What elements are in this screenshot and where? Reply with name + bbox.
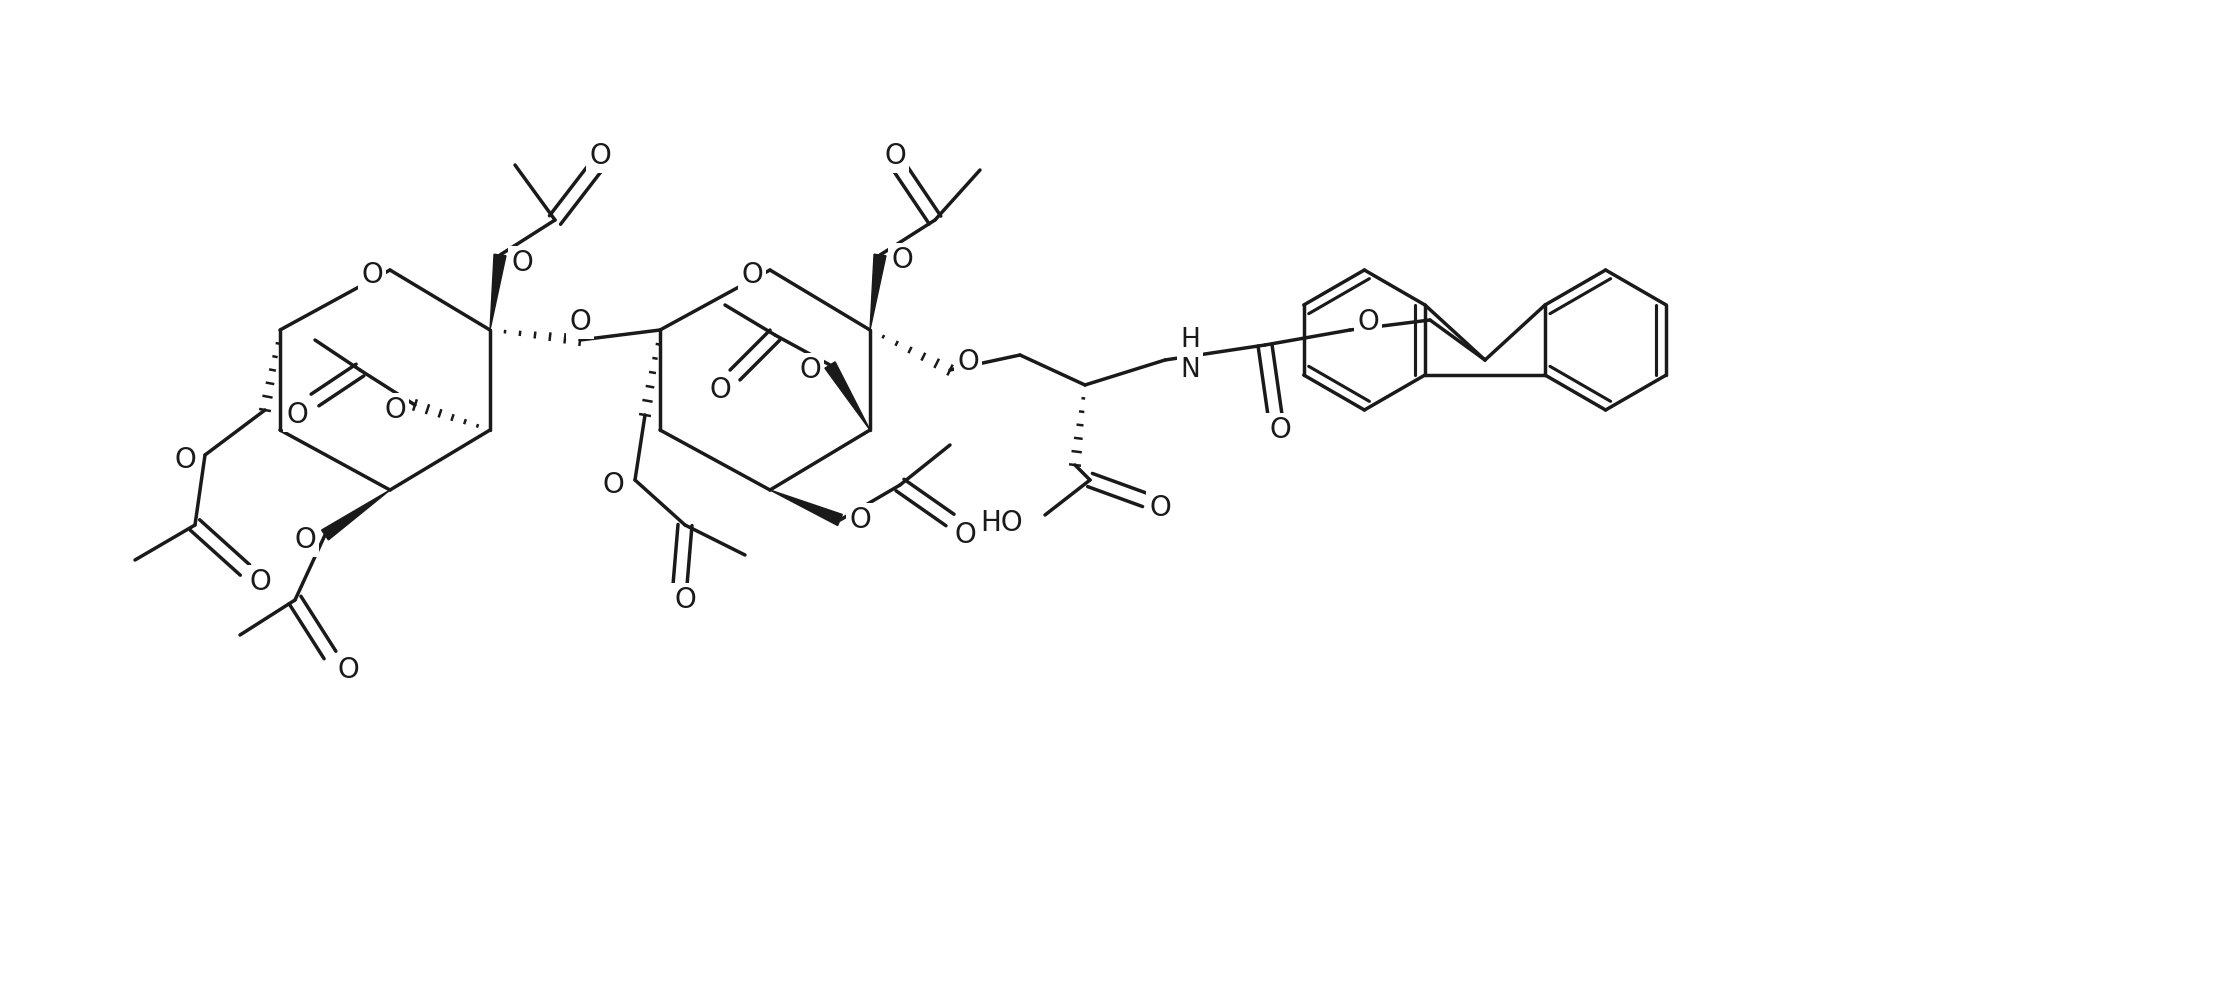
Text: O: O xyxy=(1358,308,1378,336)
Text: O: O xyxy=(601,471,624,499)
Polygon shape xyxy=(322,490,391,540)
Text: H
N: H N xyxy=(1181,327,1200,383)
Text: O: O xyxy=(675,586,697,614)
Text: HO: HO xyxy=(981,509,1023,537)
Polygon shape xyxy=(825,362,870,430)
Text: O: O xyxy=(710,376,730,404)
Text: O: O xyxy=(588,142,610,170)
Text: O: O xyxy=(173,446,195,474)
Text: O: O xyxy=(741,261,763,289)
Text: O: O xyxy=(337,656,359,684)
Text: O: O xyxy=(850,506,870,534)
Text: O: O xyxy=(295,526,315,554)
Text: O: O xyxy=(510,249,533,277)
Text: O: O xyxy=(362,261,384,289)
Polygon shape xyxy=(870,254,885,330)
Text: O: O xyxy=(249,568,271,596)
Text: O: O xyxy=(892,246,912,274)
Text: O: O xyxy=(954,521,976,549)
Text: O: O xyxy=(1269,416,1291,444)
Polygon shape xyxy=(490,254,506,330)
Text: O: O xyxy=(384,396,406,424)
Polygon shape xyxy=(770,490,843,526)
Text: O: O xyxy=(956,348,979,376)
Text: O: O xyxy=(799,356,821,384)
Text: O: O xyxy=(1149,494,1172,522)
Text: O: O xyxy=(286,401,308,429)
Text: O: O xyxy=(883,142,905,170)
Text: O: O xyxy=(568,308,590,336)
